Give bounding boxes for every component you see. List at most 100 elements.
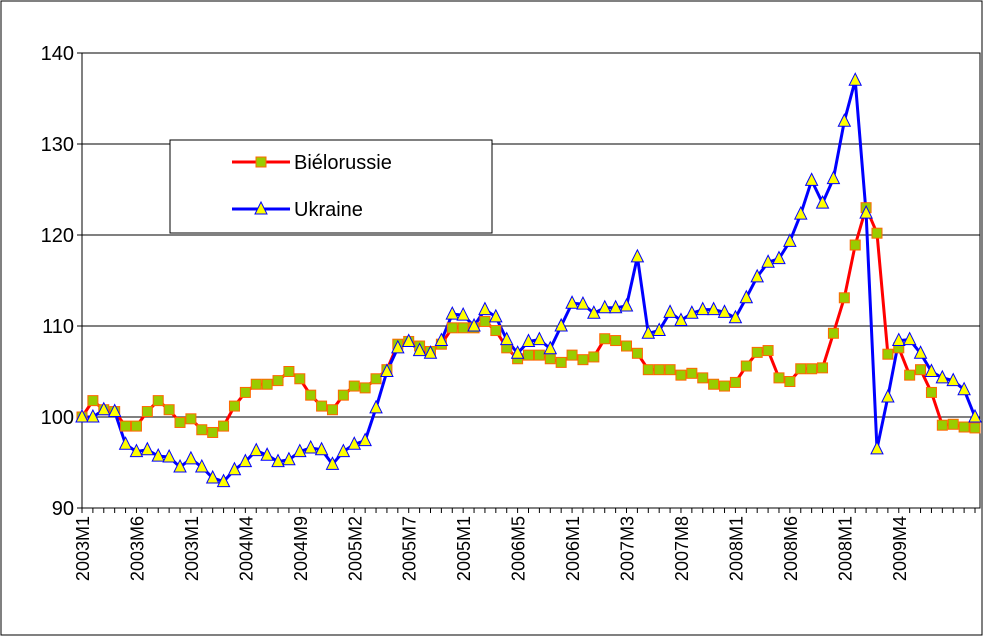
data-point	[467, 317, 481, 332]
data-point	[163, 404, 175, 416]
y-tick-label: 120	[41, 225, 74, 247]
data-point	[283, 366, 295, 377]
data-point	[697, 372, 709, 384]
data-point	[588, 351, 600, 363]
data-point	[641, 325, 656, 339]
data-point	[913, 345, 928, 359]
legend-marker	[255, 156, 267, 168]
data-point	[271, 453, 285, 468]
data-point	[871, 227, 883, 239]
data-point	[401, 333, 416, 347]
plot-frame	[81, 52, 981, 509]
x-tick-label: 2003M6	[127, 516, 147, 581]
data-point	[173, 458, 187, 473]
data-point	[478, 301, 492, 316]
data-point	[663, 304, 677, 318]
data-point	[490, 325, 502, 337]
data-point	[751, 346, 763, 358]
data-point	[621, 340, 633, 352]
data-point	[608, 299, 623, 314]
data-point	[216, 473, 231, 488]
data-point	[347, 436, 362, 450]
data-point	[706, 301, 721, 316]
data-point	[544, 353, 556, 365]
data-point	[412, 342, 427, 357]
data-point	[728, 309, 743, 324]
data-point	[565, 295, 579, 309]
data-point	[795, 363, 807, 375]
data-point	[946, 372, 961, 387]
data-point	[314, 441, 329, 456]
data-point	[817, 362, 829, 374]
data-point	[227, 461, 242, 476]
x-tick-label: 2005M2	[345, 516, 365, 581]
data-point	[599, 333, 611, 345]
data-point	[653, 364, 665, 376]
data-point	[249, 442, 264, 457]
data-point	[207, 426, 219, 438]
data-point	[457, 322, 469, 334]
data-point	[577, 354, 589, 366]
data-point	[870, 440, 884, 455]
y-tick-label: 130	[41, 134, 74, 156]
data-point	[750, 268, 765, 283]
data-point	[849, 239, 861, 251]
data-point	[576, 296, 590, 310]
data-point	[566, 349, 578, 361]
data-point	[337, 389, 349, 401]
data-point	[729, 376, 741, 388]
x-tick-label: 2004M9	[291, 516, 311, 581]
data-point	[957, 381, 971, 396]
data-point	[238, 453, 253, 468]
data-point	[915, 364, 927, 376]
data-point	[107, 403, 122, 418]
data-point	[804, 172, 819, 186]
data-point	[762, 345, 774, 357]
x-tick-label: 2005M7	[400, 516, 420, 581]
data-point	[489, 308, 503, 323]
data-point	[695, 301, 710, 316]
data-point	[793, 205, 808, 220]
data-point	[96, 401, 111, 416]
data-point	[587, 305, 601, 319]
data-point	[261, 378, 273, 390]
data-point	[708, 378, 720, 390]
data-point	[882, 348, 894, 360]
data-point	[881, 388, 895, 403]
x-tick-label: 2006M5	[509, 516, 529, 581]
x-tick-label: 2008M6	[781, 516, 801, 581]
data-point	[174, 416, 186, 428]
data-point	[773, 372, 785, 384]
data-point	[162, 448, 176, 463]
data-point	[848, 72, 863, 86]
data-point	[348, 380, 360, 392]
data-point	[761, 254, 775, 268]
data-point	[305, 389, 317, 401]
y-tick-label: 110	[42, 316, 74, 338]
data-point	[521, 333, 536, 347]
legend-marker	[254, 200, 268, 215]
x-tick-label: 2006M1	[563, 516, 583, 581]
x-tick-label: 2005M1	[454, 516, 474, 581]
data-point	[479, 315, 491, 327]
data-point	[316, 400, 328, 412]
legend-label: Ukraine	[294, 199, 363, 221]
data-point	[141, 406, 153, 418]
data-point	[140, 441, 155, 456]
x-tick-label: 2009M4	[890, 516, 910, 581]
data-point	[272, 375, 284, 387]
data-point	[152, 395, 164, 407]
data-point	[826, 170, 841, 185]
data-point	[783, 233, 797, 247]
data-point	[827, 327, 839, 339]
data-point	[205, 469, 220, 484]
data-point	[118, 436, 133, 450]
data-point	[446, 322, 458, 334]
legend-box	[169, 139, 493, 234]
data-point	[924, 363, 939, 377]
data-point	[391, 339, 405, 354]
data-point	[554, 317, 568, 332]
legend-label: Biélorussie	[294, 152, 392, 174]
data-point	[130, 420, 142, 432]
